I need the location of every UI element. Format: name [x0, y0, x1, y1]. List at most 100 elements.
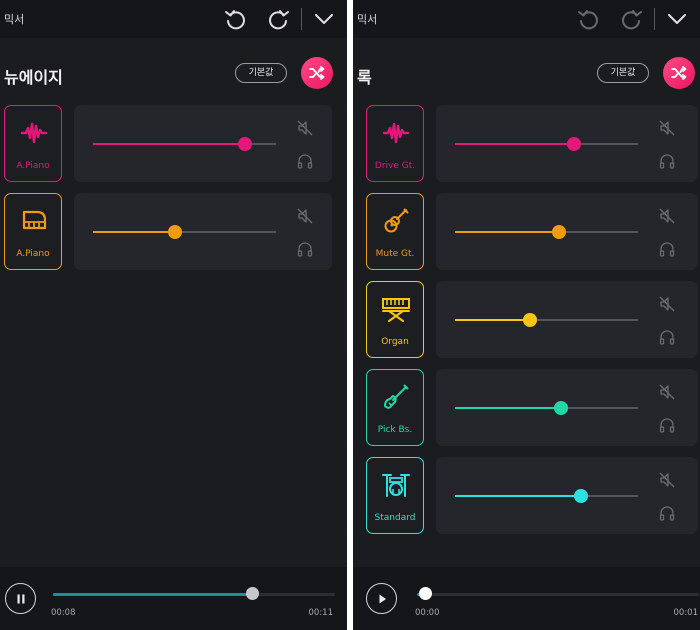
- volume-thumb[interactable]: [523, 313, 538, 327]
- instrument-label: Standard: [374, 513, 416, 523]
- divider: [654, 8, 655, 30]
- instrument-button[interactable]: A.Piano: [4, 105, 62, 182]
- volume-thumb[interactable]: [574, 489, 589, 503]
- chevron-down-icon: [315, 14, 333, 24]
- reset-default-button[interactable]: 기본값: [235, 63, 287, 83]
- instrument-label: Mute Gt.: [375, 249, 415, 259]
- instrument-button[interactable]: Drive Gt.: [366, 105, 424, 182]
- acoustic-guitar-icon: [384, 208, 409, 233]
- shuffle-icon: [309, 66, 325, 80]
- player-bar: 00:08 00:11: [0, 567, 347, 630]
- mute-button[interactable]: [658, 119, 676, 137]
- speaker-mute-icon: [659, 472, 675, 488]
- total-time: 00:11: [308, 608, 334, 618]
- volume-slider[interactable]: [455, 400, 638, 416]
- drum-kit-icon: [382, 474, 410, 497]
- mute-button[interactable]: [658, 295, 676, 313]
- progress-thumb[interactable]: [245, 587, 259, 600]
- volume-thumb[interactable]: [566, 137, 581, 151]
- track-controls: [436, 281, 698, 358]
- track-row: Mute Gt.: [366, 193, 698, 271]
- volume-slider[interactable]: [455, 136, 638, 152]
- mute-button[interactable]: [296, 207, 314, 225]
- speaker-mute-icon: [659, 384, 675, 400]
- volume-thumb[interactable]: [552, 225, 567, 239]
- play-button[interactable]: [366, 583, 397, 614]
- collapse-button[interactable]: [664, 6, 690, 32]
- volume-thumb[interactable]: [168, 225, 183, 239]
- mixer-panel-new-age: 믹서 뉴에이지 기본값 A.Piano: [0, 0, 347, 630]
- headphones-icon: [659, 154, 675, 169]
- headphones-icon: [297, 242, 313, 257]
- playback-progress[interactable]: [417, 587, 699, 601]
- mixer-title: 믹서: [4, 13, 25, 26]
- redo-button[interactable]: [266, 6, 292, 32]
- mute-button[interactable]: [658, 383, 676, 401]
- solo-button[interactable]: [658, 504, 676, 522]
- headphones-icon: [659, 418, 675, 433]
- shuffle-button[interactable]: [301, 57, 333, 89]
- volume-slider[interactable]: [93, 224, 276, 240]
- volume-thumb[interactable]: [554, 401, 569, 415]
- undo-button[interactable]: [222, 6, 248, 32]
- headphones-icon: [659, 506, 675, 521]
- genre-title: 뉴에이지: [4, 68, 63, 87]
- solo-button[interactable]: [296, 240, 314, 258]
- track-controls: [436, 369, 698, 446]
- instrument-button[interactable]: Organ: [366, 281, 424, 358]
- volume-slider[interactable]: [93, 136, 276, 152]
- instrument-button[interactable]: A.Piano: [4, 193, 62, 270]
- speaker-mute-icon: [659, 296, 675, 312]
- redo-button[interactable]: [619, 6, 645, 32]
- instrument-button[interactable]: Pick Bs.: [366, 369, 424, 446]
- speaker-mute-icon: [297, 208, 313, 224]
- mute-button[interactable]: [658, 471, 676, 489]
- instrument-label: Pick Bs.: [377, 425, 413, 435]
- top-bar: 믹서: [353, 0, 700, 38]
- track-row: Organ: [366, 281, 698, 359]
- volume-fill: [93, 231, 176, 233]
- mixer-panel-rock: 믹서 록 기본값 Drive Gt.: [353, 0, 700, 630]
- speaker-mute-icon: [659, 208, 675, 224]
- reset-default-button[interactable]: 기본값: [597, 63, 649, 83]
- redo-icon: [622, 10, 642, 30]
- track-controls: [436, 457, 698, 534]
- speaker-mute-icon: [659, 120, 675, 136]
- shuffle-button[interactable]: [663, 57, 695, 89]
- collapse-button[interactable]: [311, 6, 337, 32]
- instrument-button[interactable]: Mute Gt.: [366, 193, 424, 270]
- volume-slider[interactable]: [455, 312, 638, 328]
- instrument-label: Organ: [381, 337, 409, 347]
- solo-button[interactable]: [658, 416, 676, 434]
- electric-bass-icon: [384, 384, 409, 409]
- redo-icon: [269, 10, 289, 30]
- instrument-button[interactable]: Standard: [366, 457, 424, 534]
- current-time: 00:00: [415, 608, 440, 618]
- mute-button[interactable]: [296, 119, 314, 137]
- pause-button[interactable]: [5, 583, 36, 614]
- speaker-mute-icon: [297, 120, 313, 136]
- volume-thumb[interactable]: [237, 137, 252, 151]
- grand-piano-icon: [22, 210, 47, 230]
- solo-button[interactable]: [658, 240, 676, 258]
- progress-thumb[interactable]: [419, 587, 433, 600]
- track-row: A.Piano: [4, 193, 332, 271]
- track-controls: [74, 105, 332, 182]
- mute-button[interactable]: [658, 207, 676, 225]
- mixer-title: 믹서: [357, 13, 378, 26]
- track-row: A.Piano: [4, 105, 332, 183]
- headphones-icon: [659, 330, 675, 345]
- volume-fill: [455, 319, 531, 321]
- solo-button[interactable]: [658, 152, 676, 170]
- volume-slider[interactable]: [455, 488, 638, 504]
- undo-icon: [225, 10, 245, 30]
- instrument-label: A.Piano: [16, 249, 50, 259]
- play-icon: [379, 594, 386, 603]
- volume-slider[interactable]: [455, 224, 638, 240]
- playback-progress[interactable]: [53, 587, 335, 601]
- solo-button[interactable]: [658, 328, 676, 346]
- solo-button[interactable]: [296, 152, 314, 170]
- undo-button[interactable]: [575, 6, 601, 32]
- instrument-label: Drive Gt.: [374, 161, 416, 171]
- track-controls: [436, 105, 698, 182]
